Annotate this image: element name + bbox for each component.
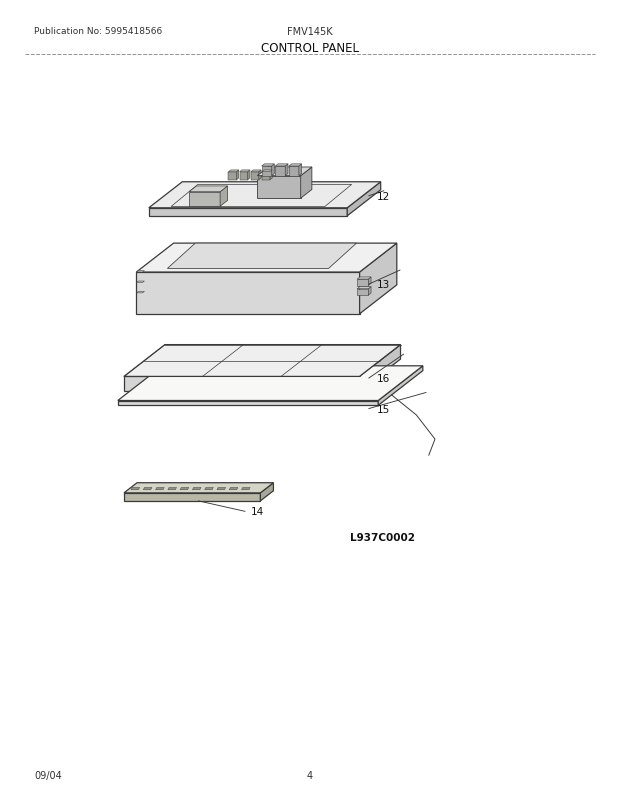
- Text: 12: 12: [376, 192, 389, 201]
- Polygon shape: [259, 171, 261, 180]
- Polygon shape: [205, 488, 213, 490]
- Polygon shape: [262, 172, 270, 180]
- Polygon shape: [156, 488, 164, 490]
- Polygon shape: [289, 164, 301, 167]
- Polygon shape: [360, 345, 401, 391]
- Polygon shape: [378, 367, 423, 406]
- Polygon shape: [239, 171, 250, 172]
- Polygon shape: [229, 488, 238, 490]
- Polygon shape: [136, 282, 144, 283]
- Polygon shape: [136, 271, 144, 273]
- Polygon shape: [285, 164, 288, 176]
- Polygon shape: [360, 244, 397, 314]
- Polygon shape: [250, 172, 259, 180]
- Polygon shape: [368, 277, 371, 286]
- Polygon shape: [192, 488, 201, 490]
- Polygon shape: [189, 187, 228, 192]
- Polygon shape: [357, 277, 371, 280]
- Polygon shape: [220, 187, 228, 207]
- Text: 14: 14: [251, 507, 264, 516]
- Polygon shape: [250, 171, 261, 172]
- Polygon shape: [131, 488, 140, 490]
- Polygon shape: [149, 209, 347, 217]
- Polygon shape: [270, 171, 272, 180]
- Polygon shape: [262, 164, 275, 167]
- Text: 09/04: 09/04: [34, 770, 62, 780]
- Polygon shape: [124, 377, 360, 391]
- Polygon shape: [136, 292, 144, 294]
- Polygon shape: [228, 171, 239, 172]
- Polygon shape: [301, 168, 312, 199]
- Polygon shape: [228, 172, 237, 180]
- Polygon shape: [289, 167, 299, 176]
- Polygon shape: [357, 280, 368, 286]
- Polygon shape: [272, 164, 275, 176]
- Polygon shape: [217, 488, 226, 490]
- Text: FMV145K: FMV145K: [287, 27, 333, 37]
- Polygon shape: [124, 345, 401, 377]
- Polygon shape: [167, 244, 356, 269]
- Polygon shape: [248, 171, 250, 180]
- Polygon shape: [136, 244, 397, 273]
- Polygon shape: [241, 488, 250, 490]
- Text: 4: 4: [307, 770, 313, 780]
- Text: 16: 16: [376, 374, 389, 383]
- Polygon shape: [257, 176, 301, 199]
- Polygon shape: [347, 183, 381, 217]
- Polygon shape: [124, 493, 260, 501]
- Polygon shape: [143, 488, 152, 490]
- Text: 13: 13: [376, 280, 389, 290]
- Polygon shape: [357, 287, 371, 290]
- Polygon shape: [118, 401, 378, 406]
- Polygon shape: [136, 273, 360, 314]
- Text: CONTROL PANEL: CONTROL PANEL: [261, 42, 359, 55]
- Text: 15: 15: [376, 404, 389, 414]
- Polygon shape: [368, 287, 371, 296]
- Polygon shape: [118, 367, 423, 401]
- Polygon shape: [357, 290, 368, 296]
- Polygon shape: [257, 168, 312, 176]
- Polygon shape: [189, 192, 220, 207]
- Polygon shape: [275, 164, 288, 167]
- Polygon shape: [262, 167, 272, 176]
- Polygon shape: [237, 171, 239, 180]
- Polygon shape: [180, 488, 188, 490]
- Text: eReplacementParts.com: eReplacementParts.com: [225, 366, 395, 380]
- Polygon shape: [275, 167, 285, 176]
- Polygon shape: [124, 483, 273, 493]
- Polygon shape: [299, 164, 301, 176]
- Polygon shape: [168, 488, 177, 490]
- Polygon shape: [260, 483, 273, 501]
- Text: Publication No: 5995418566: Publication No: 5995418566: [34, 27, 162, 36]
- Text: L937C0002: L937C0002: [350, 533, 415, 542]
- Polygon shape: [262, 171, 272, 172]
- Polygon shape: [239, 172, 248, 180]
- Polygon shape: [149, 183, 381, 209]
